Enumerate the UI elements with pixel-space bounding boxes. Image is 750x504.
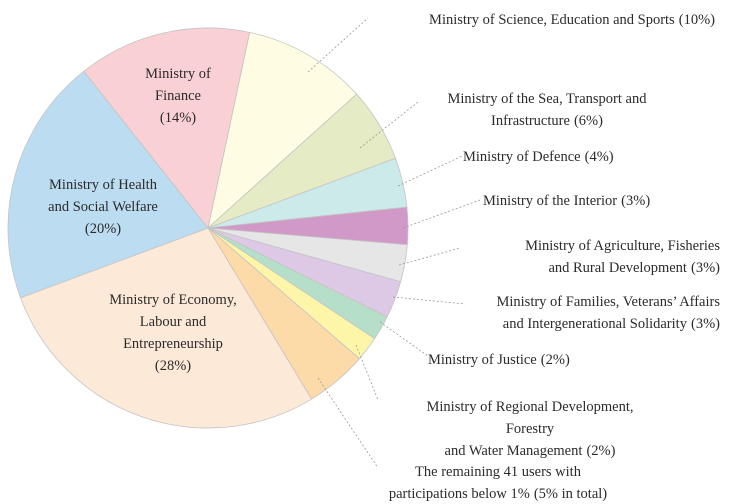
category-name: Ministry of Finance	[145, 66, 211, 104]
category-name: Ministry of Families, Veterans’ Affairs …	[496, 294, 720, 332]
slice-label: Ministry of Regional Development, Forest…	[420, 396, 640, 462]
slice-label: Ministry of Agriculture, Fisheries and R…	[525, 235, 720, 279]
slice-label: Ministry of the Sea, Transport and Infra…	[448, 88, 647, 132]
value-label: (4%)	[584, 149, 614, 165]
value-label: (14%)	[159, 110, 197, 126]
slice-label: Ministry of the Interior (3%)	[483, 190, 650, 212]
value-label: (6%)	[573, 113, 603, 129]
category-name: Ministry of Defence	[463, 149, 581, 165]
category-name: Ministry of the Sea, Transport and Infra…	[447, 91, 647, 129]
leader-line	[317, 377, 379, 469]
slice-label: The remaining 41 users with participatio…	[389, 461, 607, 504]
value-label: (10%)	[678, 12, 715, 28]
pie-slice	[7, 70, 209, 299]
pie-slice	[20, 227, 313, 429]
category-name: Ministry of the Interior	[483, 193, 618, 209]
pie-slice	[83, 27, 251, 229]
slice-label: Ministry of Families, Veterans’ Affairs …	[496, 291, 720, 335]
value-label: (2%)	[586, 443, 616, 459]
slice-label: Ministry of Health and Social Welfare (20…	[48, 174, 158, 240]
category-name: Ministry of Economy, Labour and Entrepre…	[109, 292, 237, 352]
category-name: Ministry of Health and Social Welfare	[48, 177, 158, 215]
category-name: Ministry of Justice	[428, 352, 537, 368]
pie-slice	[207, 31, 358, 230]
value-label: (5% in total)	[533, 486, 608, 502]
slice-label: Ministry of Science, Education and Sport…	[429, 9, 715, 31]
leader-line	[398, 247, 461, 266]
value-label: (2%)	[540, 352, 570, 368]
slice-label: Ministry of Defence (4%)	[463, 146, 614, 168]
value-label: (3%)	[621, 193, 651, 209]
category-name: The remaining 41 users with participatio…	[388, 464, 581, 502]
category-name: Ministry of Agriculture, Fisheries and R…	[525, 238, 720, 276]
leader-line	[379, 321, 429, 357]
leader-line	[307, 17, 369, 73]
value-label: (28%)	[154, 358, 192, 374]
slice-label: Ministry of Justice (2%)	[428, 349, 570, 371]
leader-line	[397, 155, 463, 187]
leader-line	[355, 344, 379, 401]
value-label: (3%)	[691, 260, 720, 276]
category-name: Ministry of Science, Education and Sport…	[429, 12, 675, 28]
leader-line	[392, 296, 466, 305]
leader-line	[359, 101, 419, 149]
value-label: (20%)	[84, 221, 122, 237]
value-label: (3%)	[691, 316, 720, 332]
slice-label: Ministry of Finance (14%)	[145, 63, 211, 129]
slice-label: Ministry of Economy, Labour and Entrepre…	[109, 289, 237, 377]
leader-line	[402, 199, 481, 229]
category-name: Ministry of Regional Development, Forest…	[426, 399, 634, 459]
